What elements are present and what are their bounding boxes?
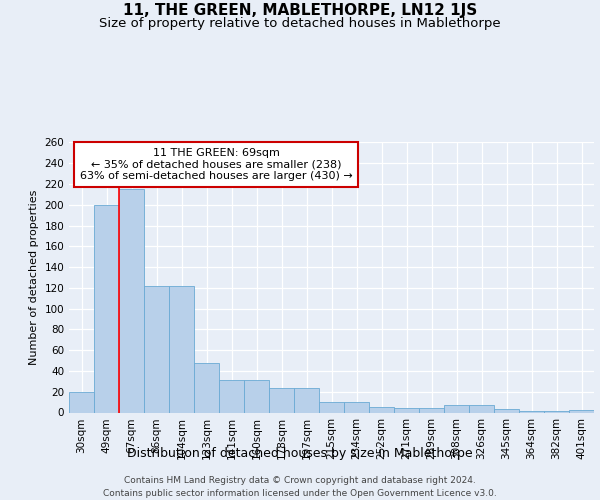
Bar [219, 380, 244, 412]
Bar [369, 408, 394, 412]
Bar [444, 405, 469, 412]
Bar [169, 286, 194, 412]
Bar [119, 189, 144, 412]
Text: 11, THE GREEN, MABLETHORPE, LN12 1JS: 11, THE GREEN, MABLETHORPE, LN12 1JS [123, 2, 477, 18]
Bar [419, 408, 444, 412]
Bar [469, 405, 494, 412]
Bar [94, 205, 119, 412]
Text: Distribution of detached houses by size in Mablethorpe: Distribution of detached houses by size … [127, 448, 473, 460]
Bar [69, 392, 94, 412]
Text: 11 THE GREEN: 69sqm
← 35% of detached houses are smaller (238)
63% of semi-detac: 11 THE GREEN: 69sqm ← 35% of detached ho… [80, 148, 352, 181]
Bar [194, 362, 219, 412]
Bar [269, 388, 294, 412]
Bar [244, 380, 269, 412]
Bar [144, 286, 169, 412]
Text: Size of property relative to detached houses in Mablethorpe: Size of property relative to detached ho… [99, 18, 501, 30]
Bar [494, 410, 519, 412]
Bar [294, 388, 319, 412]
Bar [319, 402, 344, 412]
Bar [344, 402, 369, 412]
Text: Contains public sector information licensed under the Open Government Licence v3: Contains public sector information licen… [103, 489, 497, 498]
Y-axis label: Number of detached properties: Number of detached properties [29, 190, 39, 365]
Text: Contains HM Land Registry data © Crown copyright and database right 2024.: Contains HM Land Registry data © Crown c… [124, 476, 476, 485]
Bar [569, 410, 594, 412]
Bar [394, 408, 419, 412]
